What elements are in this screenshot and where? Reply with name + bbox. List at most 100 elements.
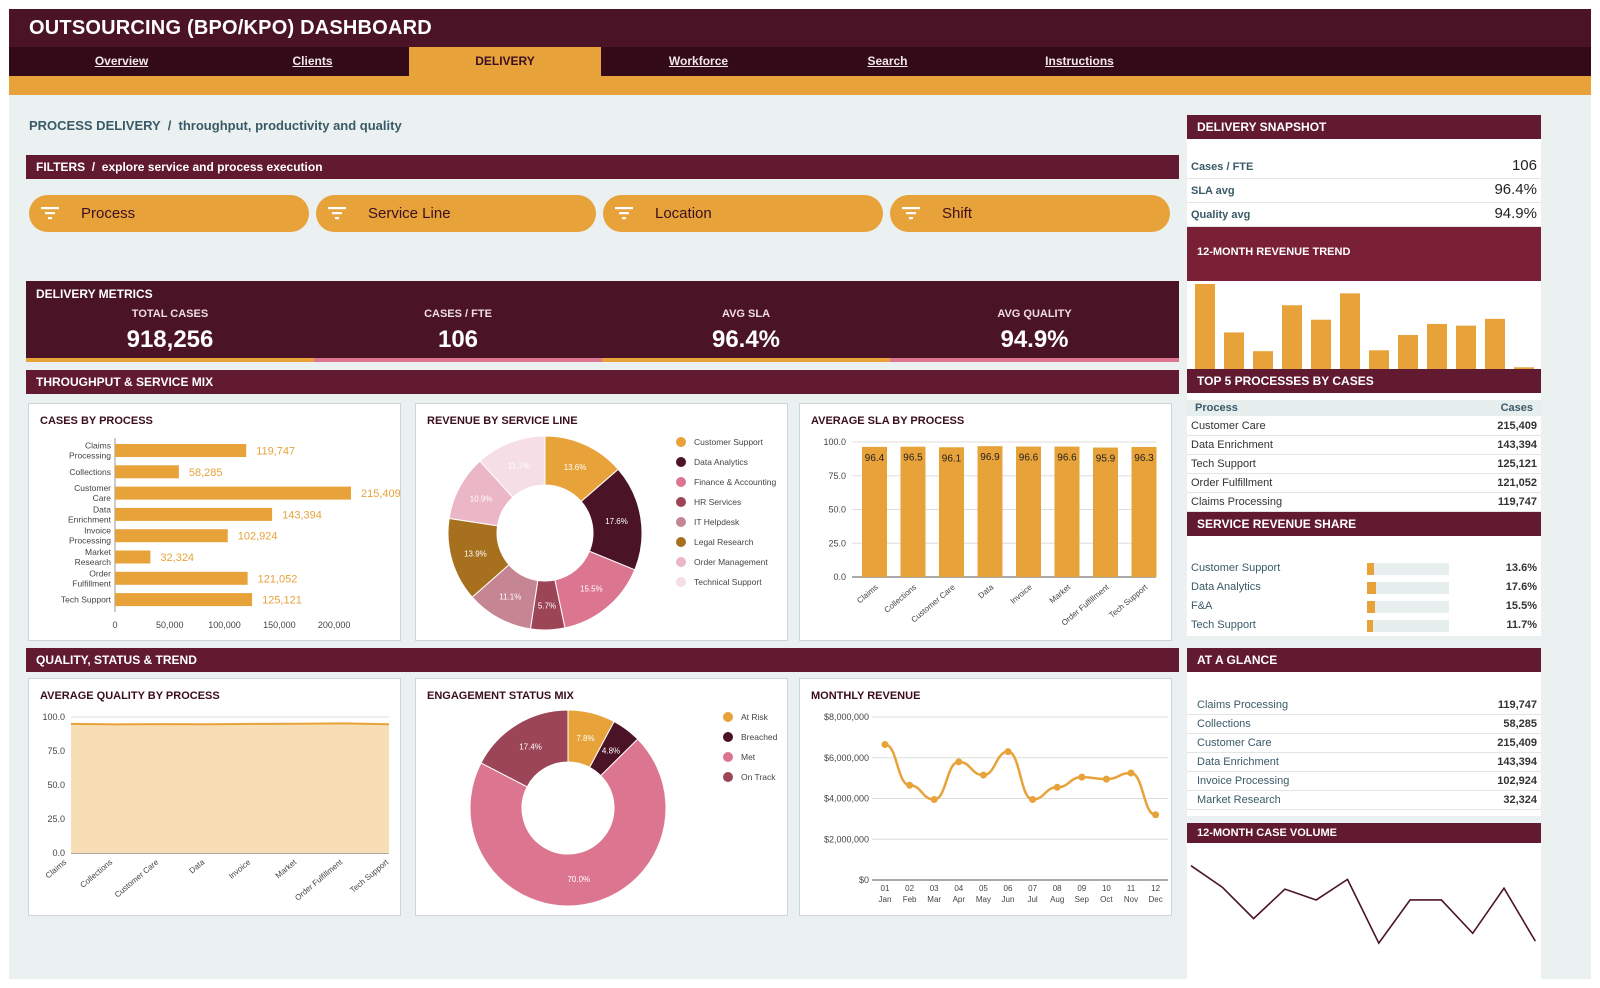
chart-title: AVERAGE SLA BY PROCESS [811,415,965,427]
table-row: Order Fulfillment 121,052 [1187,474,1541,493]
revenue-trend-header: 12-MONTH REVENUE TREND [1187,227,1541,281]
legend-marker [723,752,733,762]
y-tick-label: 50.0 [47,780,65,790]
tab-workforce[interactable]: Workforce [668,54,729,68]
tab-clients[interactable]: Clients [292,54,333,68]
filter-process[interactable]: Process [29,195,309,232]
x-tick-label: Tech Support [1107,582,1149,620]
volume-line [1190,865,1536,945]
data-label: 96.6 [1057,453,1077,464]
legend-label: Legal Research [694,537,754,547]
x-tick-label: 100,000 [208,620,241,630]
snapshot-label: Quality avg [1191,209,1251,221]
legend-marker [676,457,686,467]
slice-label: 5.7% [538,601,556,610]
x-tick-label: Order Fulfillment [293,857,345,902]
snapshot-value: 96.4% [1494,181,1537,198]
share-label: F&A [1191,600,1213,612]
share-track [1367,582,1449,594]
kpi-avg-sla: AVG SLA 96.4% [602,281,890,362]
header: OUTSOURCING (BPO/KPO) DASHBOARD [9,9,1591,47]
legend-marker [676,577,686,587]
slice-label: 7.8% [576,734,594,743]
column-header: Cases [1500,402,1533,414]
quality-section-bar: QUALITY, STATUS & TREND [26,648,1179,672]
table-row: Tech Support 125,121 [1187,455,1541,474]
share-track [1367,620,1449,632]
slice-label: 11.7% [508,461,530,470]
case-volume-panel [1187,843,1541,979]
slice-label: 4.8% [602,746,620,755]
glance-title-bar: AT A GLANCE [1187,648,1541,672]
y-tick-label: 75.0 [828,471,846,481]
data-point [1004,748,1012,756]
x-tick-label: 05 [979,884,988,893]
tab-overview[interactable]: Overview [94,54,149,68]
throughput-section-bar: THROUGHPUT & SERVICE MIX [26,370,1179,394]
chart-title: REVENUE BY SERVICE LINE [427,415,578,427]
slice-label: 17.6% [605,517,628,526]
bar [1485,318,1505,369]
y-tick-label: 50.0 [828,505,846,515]
x-tick-label: Dec [1148,895,1162,904]
tab-search[interactable]: Search [867,54,908,68]
process-name: Data Enrichment [1191,439,1273,451]
category-label: Collections [69,467,111,477]
legend-label: Technical Support [694,577,762,587]
case-volume-chart [1190,865,1536,945]
legend-marker [723,732,733,742]
legend-marker [676,517,686,527]
filter-location[interactable]: Location [603,195,883,232]
share-fill [1367,601,1375,613]
slice-label: 70.0% [567,875,590,884]
legend-label: IT Helpdesk [694,517,740,527]
share-label: Tech Support [1191,619,1256,631]
chart-title: CASES BY PROCESS [40,415,153,427]
share-track [1367,601,1449,613]
kpi-value: 918,256 [126,326,214,353]
bar [1311,319,1331,369]
list-item: Customer Care 215,409 [1187,734,1541,753]
bar [115,550,151,564]
y-tick-label: 0.0 [52,848,65,858]
kpi-accent [602,358,890,362]
tab-instructions[interactable]: Instructions [1045,54,1114,68]
x-tick-label: Aug [1050,895,1064,904]
case-count: 125,121 [1497,458,1537,470]
filter-icon [41,207,59,220]
glance-label: Collections [1197,718,1251,730]
top5-panel: Process Cases Customer Care 215,409 Data E… [1187,393,1541,515]
data-point [930,796,938,804]
kpi-total-cases: TOTAL CASES 918,256 [26,281,314,362]
x-tick-label: Invoice [227,857,253,881]
data-point [979,771,987,779]
category-label: Customer [74,483,111,493]
case-count: 143,394 [1497,439,1537,451]
x-tick-label: Customer Care [113,857,161,899]
bar [1369,350,1389,369]
case-count: 119,747 [1497,496,1537,508]
monthly-revenue-chart: $0 $2,000,000 $4,000,000 $6,000,000 $8,000,0… [824,712,1168,904]
glance-label: Data Enrichment [1197,756,1279,768]
data-label: 58,285 [189,467,223,479]
slice-label: 10.9% [470,495,493,504]
x-tick-label: 04 [954,884,963,893]
x-tick-label: Jan [879,895,892,904]
glance-label: Claims Processing [1197,699,1289,711]
filter-shift[interactable]: Shift [890,195,1170,232]
x-tick-label: Mar [927,895,941,904]
chart-title: MONTHLY REVENUE [811,690,921,702]
kpi-cases-fte: CASES / FTE 106 [314,281,602,362]
filter-icon [902,207,920,220]
filter-service-line[interactable]: Service Line [316,195,596,232]
glance-panel: Claims Processing 119,747 Collections 58,28… [1187,672,1541,816]
legend-marker [676,537,686,547]
category-label: Data [93,504,111,514]
tab-delivery[interactable]: DELIVERY [409,47,601,76]
share-pct: 17.6% [1505,581,1537,593]
x-tick-label: 06 [1004,884,1013,893]
bar [1054,446,1080,577]
filter-label: Location [655,205,712,222]
share-fill [1367,620,1373,632]
bar [115,593,253,607]
